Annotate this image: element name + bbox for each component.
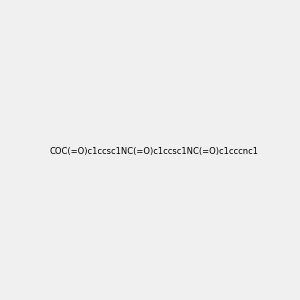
Text: COC(=O)c1ccsc1NC(=O)c1ccsc1NC(=O)c1cccnc1: COC(=O)c1ccsc1NC(=O)c1ccsc1NC(=O)c1cccnc… <box>49 147 258 156</box>
